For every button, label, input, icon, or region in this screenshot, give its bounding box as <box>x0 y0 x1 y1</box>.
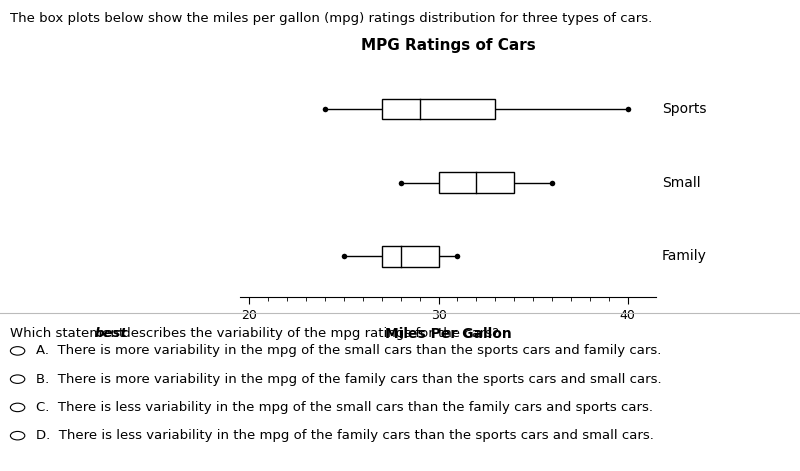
X-axis label: Miles Per Gallon: Miles Per Gallon <box>385 327 511 341</box>
Title: MPG Ratings of Cars: MPG Ratings of Cars <box>361 38 535 53</box>
Text: best: best <box>94 327 127 341</box>
Text: Small: Small <box>662 176 700 190</box>
Text: The box plots below show the miles per gallon (mpg) ratings distribution for thr: The box plots below show the miles per g… <box>10 12 653 25</box>
Text: Sports: Sports <box>662 102 706 116</box>
Text: Which statement: Which statement <box>10 327 129 341</box>
Text: Family: Family <box>662 249 706 263</box>
Text: A.  There is more variability in the mpg of the small cars than the sports cars : A. There is more variability in the mpg … <box>36 344 662 357</box>
Bar <box>382 246 438 267</box>
Text: C.  There is less variability in the mpg of the small cars than the family cars : C. There is less variability in the mpg … <box>36 401 653 414</box>
Bar <box>382 99 495 119</box>
Text: describes the variability of the mpg ratings for the cars?: describes the variability of the mpg rat… <box>118 327 499 341</box>
Bar <box>438 172 514 193</box>
Text: D.  There is less variability in the mpg of the family cars than the sports cars: D. There is less variability in the mpg … <box>36 429 654 442</box>
Text: B.  There is more variability in the mpg of the family cars than the sports cars: B. There is more variability in the mpg … <box>36 373 662 386</box>
